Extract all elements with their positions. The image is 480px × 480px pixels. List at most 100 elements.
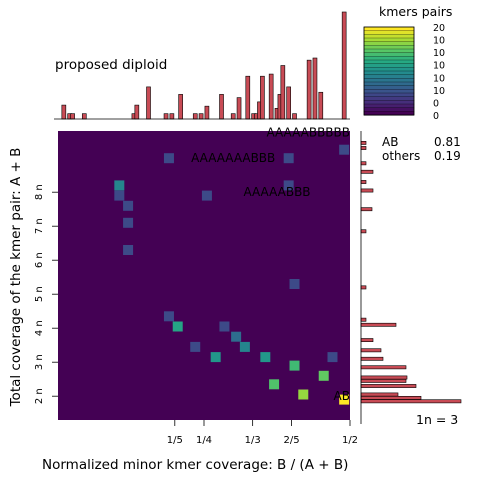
- heatmap-cell: [123, 217, 134, 228]
- right-histogram-bar: [360, 317, 367, 322]
- legend-swatch: [363, 56, 415, 61]
- right-histogram: [360, 141, 462, 404]
- heatmap-cell: [172, 321, 183, 332]
- top-histogram-bar: [280, 65, 286, 120]
- right-histogram-bar: [360, 375, 408, 380]
- legend-tick-label: 10: [433, 73, 445, 84]
- top-histogram-bar: [306, 59, 312, 120]
- heatmap-cell: [239, 341, 250, 352]
- heatmap-cell: [339, 394, 350, 405]
- legend-swatch: [363, 59, 415, 65]
- heatmap-cell: [123, 245, 134, 255]
- summary-others-value: 0.19: [434, 149, 461, 163]
- top-histogram-bar: [198, 113, 204, 120]
- x-tick-label: 1/4: [196, 435, 212, 446]
- legend-swatch: [363, 96, 415, 101]
- y-tick-label: 2 n: [34, 388, 45, 404]
- legend-colorbar: [363, 26, 415, 116]
- legend-swatch: [363, 107, 415, 112]
- top-histogram-bar: [61, 104, 67, 120]
- legend-tick-label: 20: [433, 23, 445, 34]
- top-histogram-bar: [134, 104, 140, 120]
- heatmap-cell: [163, 311, 174, 322]
- top-histogram-bar: [341, 11, 347, 120]
- legend-tick-label: 0: [433, 111, 439, 122]
- legend-swatch: [363, 26, 415, 32]
- legend-tick-label: 10: [433, 36, 445, 47]
- one-n-note: 1n = 3: [416, 412, 458, 427]
- top-histogram-bar: [230, 113, 236, 120]
- x-axis-label: Normalized minor kmer coverage: B / (A +…: [42, 457, 348, 473]
- heatmap-cell: [289, 360, 300, 371]
- heatmap-cell: [163, 153, 174, 164]
- top-histogram-bar: [81, 113, 87, 120]
- heatmap-cell: [190, 341, 201, 352]
- legend-tick-label: 10: [433, 48, 445, 59]
- top-histogram-bar: [163, 113, 169, 120]
- heatmap-cells: [114, 144, 350, 405]
- heatmap-cell: [327, 352, 338, 363]
- legend-swatch: [363, 67, 415, 72]
- x-tick-label: 2/5: [284, 435, 300, 446]
- top-histogram-bar: [318, 91, 324, 120]
- y-tick-label: 7 n: [34, 218, 45, 234]
- top-histogram-bar: [236, 97, 242, 120]
- heatmap-cell: [114, 190, 125, 201]
- right-histogram-bar: [360, 365, 407, 370]
- legend-swatch: [363, 52, 415, 57]
- top-histogram-bar: [312, 57, 318, 120]
- legend-swatch: [363, 70, 415, 76]
- right-histogram-bar: [360, 395, 422, 400]
- right-histogram-bar: [360, 322, 397, 327]
- heatmap-cell: [289, 279, 300, 289]
- top-histogram-bar: [192, 113, 198, 120]
- legend-swatch: [363, 92, 415, 98]
- y-tick-label: 8 n: [34, 184, 45, 200]
- top-histogram: [61, 11, 347, 120]
- legend-swatch: [363, 85, 415, 90]
- heatmap-annotation: AAAAABBBBB: [266, 126, 350, 140]
- right-histogram-bar: [360, 229, 367, 234]
- top-histogram-bar: [292, 113, 297, 120]
- heatmap-cell: [231, 331, 242, 342]
- heatmap-cell: [339, 144, 350, 155]
- right-histogram-bar: [360, 180, 367, 184]
- heatmap-cell: [269, 379, 280, 390]
- legend-swatch: [363, 81, 415, 87]
- legend-swatch: [363, 103, 415, 109]
- heatmap-background: [58, 131, 350, 420]
- heatmap-cell: [260, 352, 271, 363]
- legend-swatch: [363, 37, 415, 43]
- top-histogram-bar: [286, 86, 291, 120]
- y-tick-label: 5 n: [34, 286, 45, 302]
- heatmap-annotation: AB: [334, 389, 350, 403]
- top-histogram-bar: [70, 113, 75, 120]
- top-histogram-bar: [169, 113, 175, 120]
- heatmap-cell: [283, 153, 294, 164]
- right-histogram-bar: [360, 161, 367, 166]
- top-histogram-bar: [260, 75, 265, 120]
- legend-frame: [363, 26, 415, 116]
- heatmap-cell: [298, 389, 309, 400]
- x-tick-label: 1/5: [167, 435, 183, 446]
- heatmap-cell: [210, 352, 221, 363]
- summary-ab-label: AB: [382, 135, 398, 149]
- top-histogram-bar: [146, 86, 151, 120]
- right-histogram-bar: [360, 285, 367, 290]
- right-histogram-bar: [360, 169, 374, 174]
- legend-tick-label: 10: [433, 61, 445, 72]
- right-histogram-bar: [360, 207, 373, 212]
- legend-swatch: [363, 100, 415, 105]
- top-histogram-bar: [268, 73, 274, 120]
- y-tick-label: 3 n: [34, 354, 45, 370]
- heatmap-cell: [201, 190, 212, 201]
- heatmap-cell: [219, 321, 230, 332]
- right-histogram-bar: [360, 378, 407, 383]
- legend-tick-label: 10: [433, 86, 445, 97]
- x-tick-label: 1/2: [342, 435, 358, 446]
- right-histogram-bar: [360, 338, 374, 343]
- legend-swatch: [363, 74, 415, 79]
- heatmap-cell: [123, 200, 134, 211]
- right-histogram-bar: [360, 146, 367, 150]
